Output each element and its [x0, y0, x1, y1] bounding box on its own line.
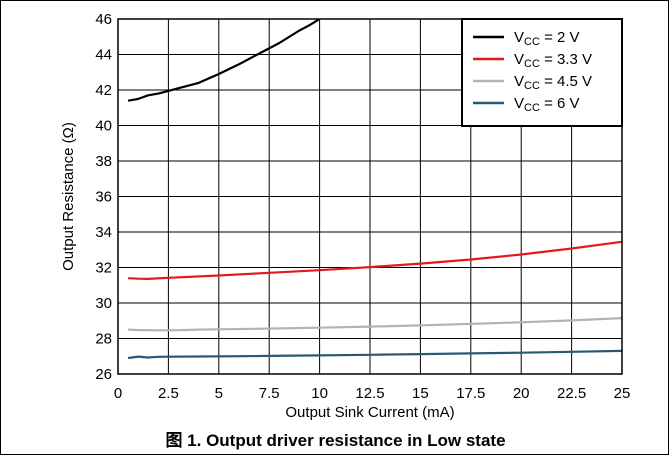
x-tick-label: 25: [614, 385, 631, 402]
x-axis-label: Output Sink Current (mA): [285, 404, 454, 421]
series-line-3: [127, 349, 622, 360]
series-line-1: [128, 240, 622, 280]
x-tick-label: 12.5: [355, 385, 384, 402]
x-tick-label: 2.5: [158, 385, 179, 402]
y-tick-label: 34: [95, 224, 112, 241]
y-tick-label: 42: [95, 82, 112, 99]
y-tick-label: 44: [95, 47, 112, 64]
plot-area-border: [117, 18, 623, 375]
series-line-0: [127, 19, 321, 102]
legend-label: VCC = 3.3 V: [514, 51, 592, 70]
y-axis-label: Output Resistance (Ω): [60, 122, 77, 271]
x-tick-label: 17.5: [456, 385, 485, 402]
series-line-2: [128, 317, 622, 332]
y-axis-tick-labels: 26 28 30 32 34 36 38 40 42 44 46: [95, 11, 112, 383]
y-tick-label: 46: [95, 11, 112, 28]
y-tick-label: 28: [95, 331, 112, 348]
y-tick-label: 32: [95, 260, 112, 277]
x-axis-tick-labels: 0 2.5 5 7.5 10 12.5 15 17.5 20 22.5 25: [114, 385, 631, 402]
x-tick-label: 10: [311, 385, 328, 402]
x-tick-label: 7.5: [259, 385, 280, 402]
legend-label: VCC = 4.5 V: [514, 73, 592, 92]
legend-label: VCC = 6 V: [514, 95, 580, 114]
series-lines: [127, 19, 622, 360]
x-tick-label: 5: [215, 385, 223, 402]
x-tick-label: 15: [412, 385, 429, 402]
x-tick-label: 0: [114, 385, 122, 402]
figure-caption: 图 1. Output driver resistance in Low sta…: [165, 431, 506, 450]
y-tick-label: 36: [95, 189, 112, 206]
y-tick-label: 30: [95, 295, 112, 312]
x-tick-label: 20: [513, 385, 530, 402]
y-tick-label: 40: [95, 118, 112, 135]
x-tick-label: 22.5: [557, 385, 586, 402]
y-tick-label: 26: [95, 366, 112, 383]
legend-label: VCC = 2 V: [514, 29, 580, 48]
legend: VCC = 2 V VCC = 3.3 V VCC = 4.5 V VCC = 6 V: [461, 18, 623, 127]
y-tick-label: 38: [95, 153, 112, 170]
